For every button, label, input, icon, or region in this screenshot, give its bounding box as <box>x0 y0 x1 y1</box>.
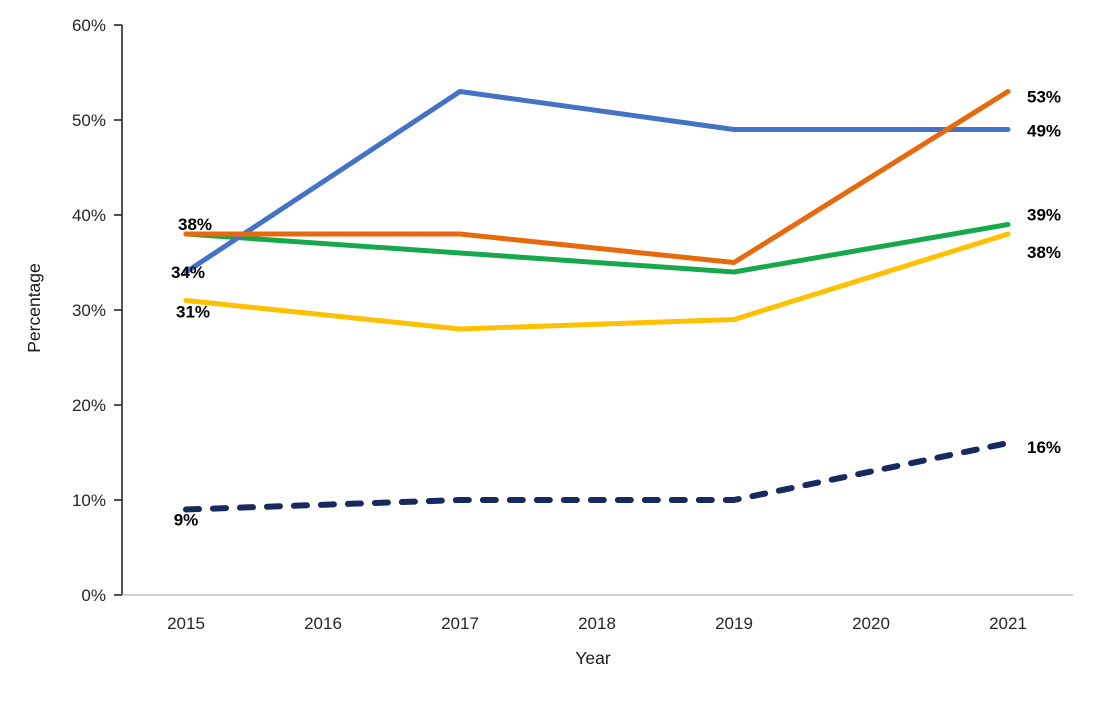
data-label: 38% <box>1027 243 1061 262</box>
series-line-orange <box>183 89 1011 265</box>
axes-layer: 0% 10% 20% 30% 40% 50% 60% 2015 2016 2017 2018 2019… <box>72 16 1073 633</box>
data-label: 38% <box>178 215 212 234</box>
y-axis-tick-label: 10% <box>72 491 106 510</box>
data-label: 49% <box>1027 122 1061 141</box>
x-axis-tick-label: 2020 <box>852 614 890 633</box>
data-label: 39% <box>1027 206 1061 225</box>
data-label: 34% <box>171 263 205 282</box>
series-line-green <box>183 222 1011 275</box>
series-line-yellow <box>183 231 1011 332</box>
x-axis-tick-label: 2015 <box>167 614 205 633</box>
y-axis-tick-label: 50% <box>72 111 106 130</box>
data-label: 53% <box>1027 88 1061 107</box>
y-axis-title: Percentage <box>24 263 44 353</box>
y-axis-tick-label: 60% <box>72 16 106 35</box>
x-axis-tick-label: 2016 <box>304 614 342 633</box>
x-axis-tick-label: 2021 <box>989 614 1027 633</box>
y-axis-tick-label: 40% <box>72 206 106 225</box>
series-layer <box>183 89 1011 513</box>
y-axis-tick-label: 0% <box>81 586 106 605</box>
x-axis-tick-label: 2018 <box>578 614 616 633</box>
series-line-blue <box>183 89 1011 275</box>
x-axis-title: Year <box>575 648 611 668</box>
x-axis-tick-label: 2017 <box>441 614 479 633</box>
data-label: 16% <box>1027 438 1061 457</box>
data-label: 31% <box>176 303 210 322</box>
data-label: 9% <box>174 511 199 530</box>
y-axis-tick-label: 20% <box>72 396 106 415</box>
x-axis-tick-label: 2019 <box>715 614 753 633</box>
y-axis-tick-label: 30% <box>72 301 106 320</box>
data-labels-layer: 38% 34% 31% 9% 53% 49% 39% 38% 16% <box>171 88 1061 530</box>
series-line-navy <box>183 440 1011 513</box>
